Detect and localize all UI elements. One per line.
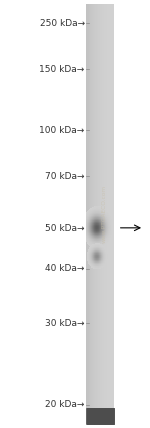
Text: 100 kDa→: 100 kDa→ [39, 125, 85, 135]
Text: www.PTGAECO.com: www.PTGAECO.com [102, 185, 107, 243]
Text: 70 kDa→: 70 kDa→ [45, 172, 85, 181]
Text: 50 kDa→: 50 kDa→ [45, 224, 85, 233]
Text: 20 kDa→: 20 kDa→ [45, 400, 85, 409]
Text: 30 kDa→: 30 kDa→ [45, 318, 85, 327]
Text: 150 kDa→: 150 kDa→ [39, 65, 85, 74]
Text: 250 kDa→: 250 kDa→ [40, 19, 85, 28]
Text: 40 kDa→: 40 kDa→ [45, 264, 85, 273]
